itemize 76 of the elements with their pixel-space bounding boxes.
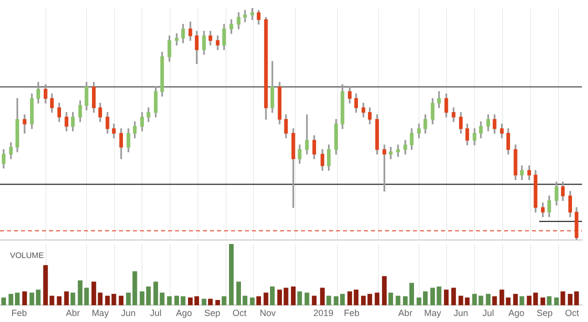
bar <box>374 292 380 306</box>
x-tick-label: Jul <box>150 308 162 318</box>
bar <box>1 298 6 306</box>
bar <box>320 288 325 306</box>
candlestick <box>243 10 247 22</box>
bar <box>36 290 41 306</box>
x-tick-label: Sep <box>536 308 553 318</box>
bar <box>388 292 394 306</box>
x-tick-label: Jun <box>121 308 136 318</box>
bar <box>500 290 504 306</box>
bar <box>506 298 511 306</box>
x-tick-label: Oct <box>564 308 580 318</box>
x-tick-label: Feb <box>344 308 360 318</box>
bar <box>312 296 317 306</box>
bar <box>520 296 524 306</box>
bar <box>256 296 261 306</box>
bar <box>250 298 255 306</box>
bar <box>304 292 310 306</box>
bar <box>167 296 172 306</box>
x-tick-label: 2019 <box>313 308 334 318</box>
bar <box>554 298 559 306</box>
bar <box>188 298 193 306</box>
bar <box>486 294 491 306</box>
x-tick-label: May <box>92 308 110 318</box>
x-tick-label: Jul <box>482 308 494 318</box>
bar <box>215 300 220 306</box>
bar <box>354 290 358 306</box>
bar <box>22 291 27 306</box>
bar <box>222 296 226 306</box>
bar <box>91 282 96 306</box>
bar <box>229 244 234 306</box>
bar <box>492 296 497 306</box>
x-tick-label: Sep <box>204 308 220 318</box>
bar <box>409 282 414 306</box>
bar <box>194 296 200 306</box>
bar <box>98 292 103 306</box>
bar <box>153 282 158 306</box>
bar <box>444 290 449 306</box>
bar <box>396 296 400 306</box>
bar <box>64 291 69 306</box>
x-tick-label: Jun <box>454 308 468 318</box>
bar <box>297 291 302 306</box>
bar <box>264 292 268 306</box>
bar <box>202 298 206 306</box>
bar <box>451 288 456 306</box>
bar <box>118 296 124 306</box>
bar <box>560 291 566 306</box>
x-tick-label: Oct <box>232 308 248 318</box>
bar <box>402 296 408 306</box>
bar <box>347 291 352 306</box>
x-tick-label: Ago <box>508 308 524 318</box>
x-tick-label: May <box>424 308 442 318</box>
x-tick-label: Feb <box>11 308 27 318</box>
x-tick-label: Abr <box>398 308 412 318</box>
bar <box>546 296 552 306</box>
candlestick <box>396 144 400 157</box>
bar <box>382 276 387 306</box>
bar <box>540 298 546 306</box>
bar <box>160 292 164 306</box>
candlestick <box>305 114 309 154</box>
bar <box>270 286 275 306</box>
x-tick-label: Ago <box>176 308 192 318</box>
bar <box>464 298 470 306</box>
bar <box>208 298 213 306</box>
x-tick-label: Nov <box>260 308 276 318</box>
text: VOLUME <box>10 251 44 260</box>
bar <box>70 292 76 306</box>
bar <box>458 296 464 306</box>
bar <box>361 296 366 306</box>
bar <box>513 294 518 306</box>
bar <box>56 296 62 306</box>
bar <box>290 286 296 306</box>
bar <box>30 292 34 306</box>
bar <box>326 296 332 306</box>
x-tick-label: Abr <box>66 308 80 318</box>
bar <box>367 294 372 306</box>
